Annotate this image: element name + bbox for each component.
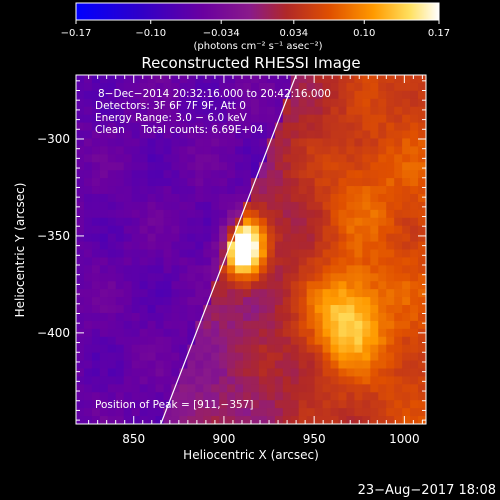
timestamp: 23−Aug−2017 18:08 xyxy=(357,483,496,498)
solar-limb-line xyxy=(160,75,297,424)
colorbar-tick-label: −0.034 xyxy=(203,28,240,39)
colorbar-tick-label: 0.10 xyxy=(353,28,375,39)
colorbar-tick-label: 0.17 xyxy=(428,28,450,39)
colorbar-unit-label: (photons cm⁻² s⁻¹ asec⁻²) xyxy=(193,41,322,52)
chart-title: Reconstructed RHESSI Image xyxy=(141,54,360,72)
annotation-energy: Energy Range: 3.0 − 6.0 keV xyxy=(95,112,248,124)
annotation-detectors: Detectors: 3F 6F 7F 9F, Att 0 xyxy=(95,100,246,112)
x-tick-label: 1000 xyxy=(389,432,420,446)
peak-position-label: Position of Peak = [911,−357] xyxy=(95,399,254,411)
axis-ticks: 850 900 950 1000 −300 −350 −400 xyxy=(37,75,426,446)
colorbar-ticks: −0.17 −0.10 −0.034 0.034 0.10 0.17 xyxy=(61,20,450,39)
x-axis-label: Heliocentric X (arcsec) xyxy=(183,448,319,462)
x-tick-label: 850 xyxy=(122,432,145,446)
colorbar-tick-label: 0.034 xyxy=(279,28,308,39)
colorbar-tick-label: −0.17 xyxy=(61,28,92,39)
annotation-counts: Clean Total counts: 6.69E+04 xyxy=(95,124,264,136)
annotation-time-range: 8−Dec−2014 20:32:16.000 to 20:42:16.000 xyxy=(98,88,331,100)
x-tick-label: 900 xyxy=(212,432,235,446)
x-tick-label: 950 xyxy=(303,432,326,446)
info-annotations: 8−Dec−2014 20:32:16.000 to 20:42:16.000 … xyxy=(95,88,331,411)
y-tick-label: −400 xyxy=(37,326,70,340)
y-tick-label: −350 xyxy=(37,229,70,243)
y-tick-label: −300 xyxy=(37,132,70,146)
y-axis-label: Heliocentric Y (arcsec) xyxy=(13,183,27,318)
colorbar xyxy=(75,2,440,21)
heatmap xyxy=(76,75,426,424)
colorbar-tick-label: −0.10 xyxy=(135,28,166,39)
